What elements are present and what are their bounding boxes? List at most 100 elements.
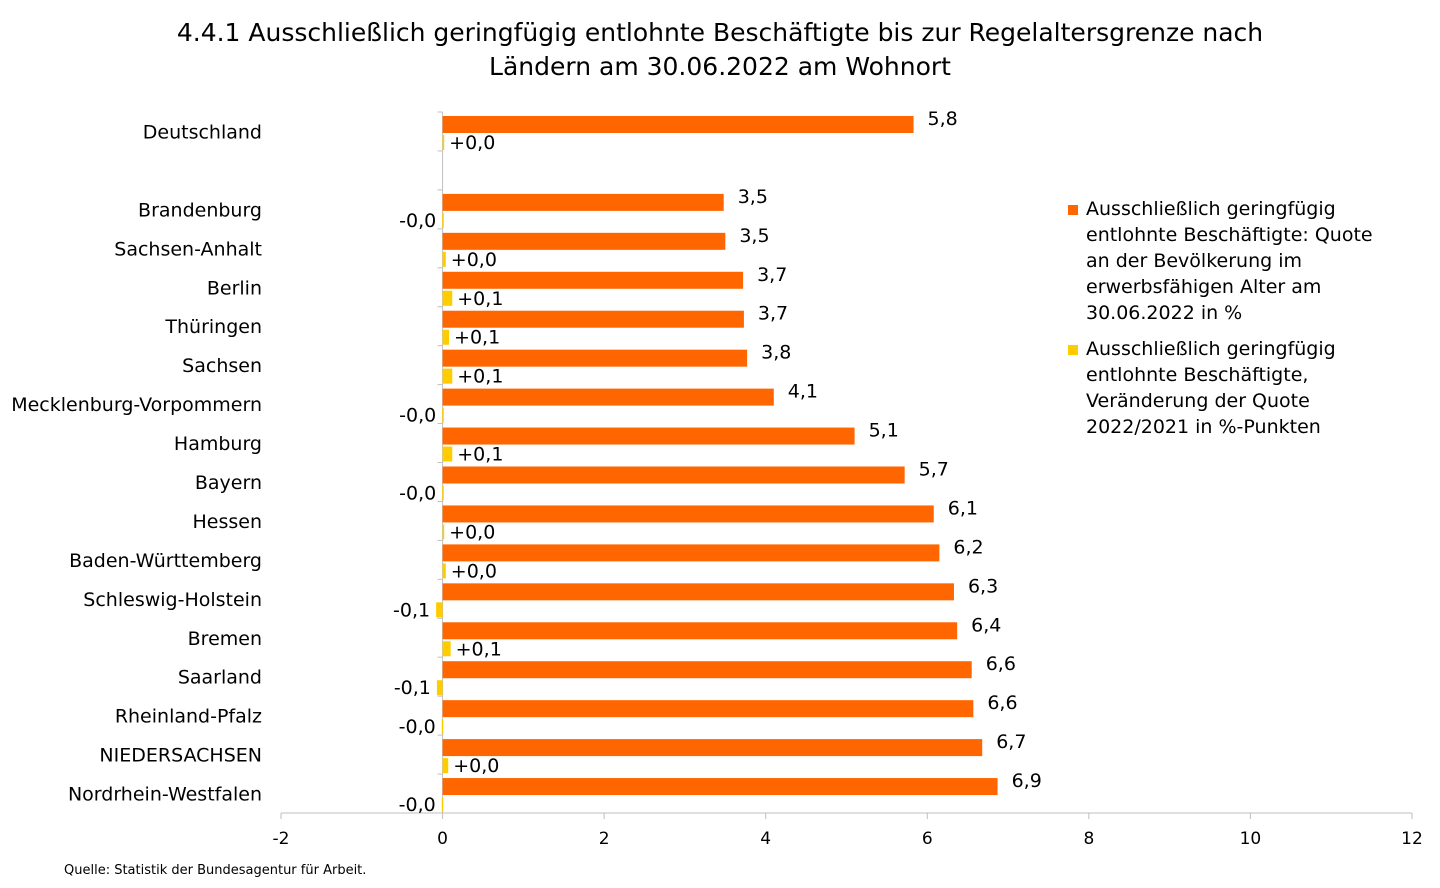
legend-label-quote: Ausschließlich geringfügig entlohnte Bes… bbox=[1086, 198, 1373, 324]
change-bar bbox=[442, 212, 444, 228]
change-bar-label: -0,0 bbox=[399, 483, 436, 505]
legend-swatch-change bbox=[1068, 345, 1078, 355]
category-label: Saarland bbox=[178, 667, 262, 689]
quote-bar-label: 6,2 bbox=[953, 536, 983, 558]
category-label: Rheinland-Pfalz bbox=[115, 706, 262, 728]
category-label: Hamburg bbox=[174, 433, 262, 455]
change-bar-label: -0,1 bbox=[394, 677, 431, 699]
quote-bar bbox=[442, 232, 726, 250]
quote-bar bbox=[442, 466, 905, 484]
quote-bar-label: 5,8 bbox=[928, 108, 958, 130]
category-label: Brandenburg bbox=[138, 199, 262, 221]
quote-bar-label: 5,1 bbox=[869, 420, 899, 442]
quote-bar bbox=[442, 700, 974, 718]
change-bar-label: +0,1 bbox=[457, 288, 503, 310]
change-bar bbox=[442, 485, 444, 501]
category-label: Sachsen bbox=[182, 355, 262, 377]
legend: Ausschließlich geringfügig entlohnte Bes… bbox=[1068, 196, 1398, 450]
change-bar bbox=[436, 680, 443, 696]
change-bar-label: -0,0 bbox=[399, 405, 436, 427]
quote-bar-label: 6,3 bbox=[968, 575, 998, 597]
chart-title: 4.4.1 Ausschließlich geringfügig entlohn… bbox=[0, 16, 1440, 84]
change-bar bbox=[442, 251, 446, 267]
change-bar-label: +0,1 bbox=[457, 444, 503, 466]
x-tick-label: 0 bbox=[437, 829, 448, 849]
legend-label-change: Ausschließlich geringfügig entlohnte Bes… bbox=[1086, 338, 1336, 438]
quote-bar-label: 6,9 bbox=[1012, 770, 1042, 792]
change-bar-label: -0,0 bbox=[399, 794, 436, 816]
quote-bar bbox=[442, 388, 774, 406]
change-bar-label: +0,1 bbox=[456, 638, 502, 660]
change-bar bbox=[442, 368, 453, 384]
quote-bar-label: 4,1 bbox=[788, 381, 818, 403]
change-bar-label: -0,1 bbox=[393, 599, 430, 621]
quote-bar-label: 6,1 bbox=[948, 497, 978, 519]
chart-title-line-2: Ländern am 30.06.2022 am Wohnort bbox=[489, 52, 951, 81]
x-tick-label: 2 bbox=[599, 829, 610, 849]
change-bar bbox=[442, 407, 444, 423]
x-tick-label: -2 bbox=[273, 829, 290, 849]
quote-bar-label: 6,6 bbox=[987, 692, 1017, 714]
quote-bar-label: 5,7 bbox=[919, 459, 949, 481]
legend-swatch-quote bbox=[1068, 205, 1078, 215]
quote-bar bbox=[442, 544, 940, 562]
category-label: Thüringen bbox=[164, 316, 262, 338]
source-note: Quelle: Statistik der Bundesagentur für … bbox=[64, 863, 367, 878]
change-bar-label: -0,0 bbox=[399, 716, 436, 738]
category-label: Bremen bbox=[188, 628, 262, 650]
change-bar-label: +0,0 bbox=[449, 132, 495, 154]
change-bar bbox=[436, 602, 443, 618]
category-label: Sachsen-Anhalt bbox=[114, 238, 262, 260]
quote-bar bbox=[442, 271, 744, 289]
legend-item-quote: Ausschließlich geringfügig entlohnte Bes… bbox=[1068, 196, 1398, 326]
quote-bar-label: 3,7 bbox=[758, 303, 788, 325]
quote-bar bbox=[442, 193, 724, 211]
change-bar bbox=[442, 135, 445, 150]
change-bar bbox=[442, 758, 449, 774]
category-label: Baden-Württemberg bbox=[69, 550, 262, 572]
quote-bar bbox=[442, 349, 748, 367]
quote-bar-label: 3,5 bbox=[739, 225, 769, 247]
x-tick-label: 8 bbox=[1083, 829, 1094, 849]
category-label: Mecklenburg-Vorpommern bbox=[11, 394, 262, 416]
change-bar bbox=[442, 290, 453, 306]
change-bar bbox=[442, 329, 450, 345]
quote-bar-label: 6,7 bbox=[996, 731, 1026, 753]
quote-bar-label: 6,4 bbox=[971, 614, 1001, 636]
legend-item-change: Ausschließlich geringfügig entlohnte Bes… bbox=[1068, 336, 1398, 440]
quote-bar bbox=[442, 622, 958, 640]
quote-bar bbox=[442, 778, 998, 796]
quote-bar bbox=[442, 310, 744, 328]
x-tick-label: 6 bbox=[922, 829, 933, 849]
change-bar-label: -0,0 bbox=[399, 210, 436, 232]
change-bar bbox=[442, 446, 453, 462]
change-bar-label: +0,1 bbox=[457, 366, 503, 388]
quote-bar-label: 3,7 bbox=[757, 264, 787, 286]
quote-bar bbox=[442, 739, 983, 757]
category-label: NIEDERSACHSEN bbox=[99, 745, 262, 767]
quote-bar-label: 6,6 bbox=[986, 653, 1016, 675]
category-label: Nordrhein-Westfalen bbox=[68, 784, 262, 806]
change-bar-label: +0,0 bbox=[451, 249, 497, 271]
quote-bar bbox=[442, 116, 914, 133]
x-tick-label: 12 bbox=[1401, 829, 1423, 849]
quote-bar bbox=[442, 505, 934, 523]
category-label: Deutschland bbox=[143, 121, 262, 143]
category-label: Bayern bbox=[195, 472, 262, 494]
category-label: Schleswig-Holstein bbox=[83, 589, 262, 611]
quote-bar-label: 3,8 bbox=[761, 342, 791, 364]
category-label: Hessen bbox=[192, 511, 262, 533]
change-bar bbox=[441, 719, 444, 735]
change-bar-label: +0,0 bbox=[453, 755, 499, 777]
quote-bar-label: 3,5 bbox=[738, 186, 768, 208]
change-bar bbox=[442, 563, 446, 579]
quote-bar bbox=[442, 583, 954, 601]
x-tick-label: 4 bbox=[760, 829, 771, 849]
change-bar-label: +0,1 bbox=[454, 327, 500, 349]
x-tick-label: 10 bbox=[1240, 829, 1262, 849]
change-bar-label: +0,0 bbox=[451, 560, 497, 582]
change-bar bbox=[442, 641, 451, 657]
chart-title-line-1: 4.4.1 Ausschließlich geringfügig entlohn… bbox=[176, 18, 1264, 47]
quote-bar bbox=[442, 661, 972, 679]
